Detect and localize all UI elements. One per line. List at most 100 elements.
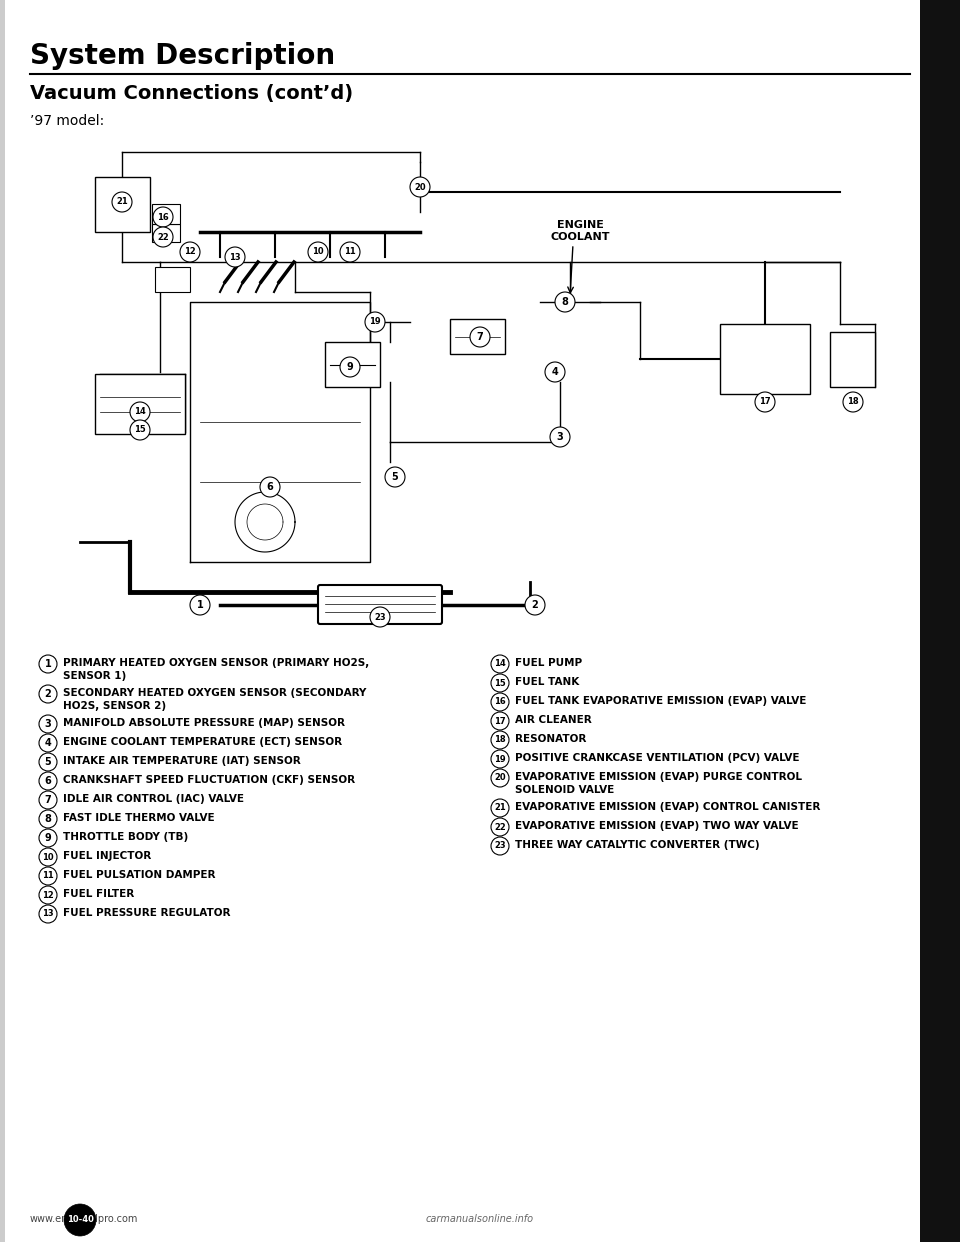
Text: 6: 6 xyxy=(267,482,274,492)
Text: FUEL INJECTOR: FUEL INJECTOR xyxy=(63,851,152,861)
Text: EVAPORATIVE EMISSION (EVAP) TWO WAY VALVE: EVAPORATIVE EMISSION (EVAP) TWO WAY VALV… xyxy=(515,821,799,831)
Text: ’97 model:: ’97 model: xyxy=(30,114,105,128)
Text: 10: 10 xyxy=(312,247,324,257)
Text: 21: 21 xyxy=(116,197,128,206)
Text: 4: 4 xyxy=(44,738,52,748)
FancyBboxPatch shape xyxy=(95,374,185,433)
FancyBboxPatch shape xyxy=(325,342,380,388)
Text: INTAKE AIR TEMPERATURE (IAT) SENSOR: INTAKE AIR TEMPERATURE (IAT) SENSOR xyxy=(63,756,300,766)
Text: 15: 15 xyxy=(494,678,506,688)
Text: 1: 1 xyxy=(197,600,204,610)
Circle shape xyxy=(370,607,390,627)
FancyBboxPatch shape xyxy=(95,178,150,232)
Text: THREE WAY CATALYTIC CONVERTER (TWC): THREE WAY CATALYTIC CONVERTER (TWC) xyxy=(515,840,759,850)
Circle shape xyxy=(39,905,57,923)
Text: THROTTLE BODY (TB): THROTTLE BODY (TB) xyxy=(63,832,188,842)
Text: RESONATOR: RESONATOR xyxy=(515,734,587,744)
Circle shape xyxy=(39,686,57,703)
Circle shape xyxy=(130,420,150,440)
Text: AIR CLEANER: AIR CLEANER xyxy=(515,715,591,725)
Text: SENSOR 1): SENSOR 1) xyxy=(63,671,127,681)
FancyBboxPatch shape xyxy=(0,0,5,1242)
Circle shape xyxy=(39,867,57,886)
Text: 5: 5 xyxy=(44,758,52,768)
Text: 10: 10 xyxy=(42,852,54,862)
Circle shape xyxy=(180,242,200,262)
FancyBboxPatch shape xyxy=(450,319,505,354)
FancyBboxPatch shape xyxy=(155,267,190,292)
Circle shape xyxy=(308,242,328,262)
Circle shape xyxy=(491,732,509,749)
Circle shape xyxy=(39,753,57,771)
FancyBboxPatch shape xyxy=(152,204,180,224)
Circle shape xyxy=(491,837,509,854)
Text: 18: 18 xyxy=(494,735,506,744)
Text: 8: 8 xyxy=(44,814,52,823)
Text: CRANKSHAFT SPEED FLUCTUATION (CKF) SENSOR: CRANKSHAFT SPEED FLUCTUATION (CKF) SENSO… xyxy=(63,775,355,785)
Text: 22: 22 xyxy=(494,822,506,831)
Text: 6: 6 xyxy=(44,776,52,786)
Circle shape xyxy=(525,595,545,615)
FancyBboxPatch shape xyxy=(830,332,875,388)
Circle shape xyxy=(130,402,150,422)
Text: 2: 2 xyxy=(44,689,52,699)
Text: 11: 11 xyxy=(42,872,54,881)
Text: IDLE AIR CONTROL (IAC) VALVE: IDLE AIR CONTROL (IAC) VALVE xyxy=(63,794,244,804)
Circle shape xyxy=(39,655,57,673)
Circle shape xyxy=(385,467,405,487)
Circle shape xyxy=(491,674,509,692)
Text: System Description: System Description xyxy=(30,42,335,70)
Circle shape xyxy=(39,715,57,733)
FancyBboxPatch shape xyxy=(318,585,442,623)
Text: HO2S, SENSOR 2): HO2S, SENSOR 2) xyxy=(63,700,166,710)
Text: 19: 19 xyxy=(494,754,506,764)
Circle shape xyxy=(491,750,509,768)
Circle shape xyxy=(491,769,509,787)
Text: Vacuum Connections (cont’d): Vacuum Connections (cont’d) xyxy=(30,84,353,103)
Text: 13: 13 xyxy=(42,909,54,919)
Circle shape xyxy=(39,828,57,847)
Circle shape xyxy=(39,791,57,809)
Circle shape xyxy=(39,773,57,790)
Text: 18: 18 xyxy=(847,397,859,406)
Text: 12: 12 xyxy=(184,247,196,257)
Circle shape xyxy=(39,886,57,904)
Circle shape xyxy=(112,193,132,212)
Text: 9: 9 xyxy=(44,833,52,843)
Text: 9: 9 xyxy=(347,361,353,373)
Text: FUEL PUMP: FUEL PUMP xyxy=(515,658,582,668)
Text: 7: 7 xyxy=(44,795,52,805)
Text: MANIFOLD ABSOLUTE PRESSURE (MAP) SENSOR: MANIFOLD ABSOLUTE PRESSURE (MAP) SENSOR xyxy=(63,718,345,728)
Text: www.emanualpro.com: www.emanualpro.com xyxy=(30,1213,138,1225)
Circle shape xyxy=(39,848,57,866)
Text: FUEL TANK: FUEL TANK xyxy=(515,677,579,687)
Text: 17: 17 xyxy=(494,717,506,725)
Circle shape xyxy=(491,818,509,836)
Circle shape xyxy=(491,693,509,710)
Text: FUEL PRESSURE REGULATOR: FUEL PRESSURE REGULATOR xyxy=(63,908,230,918)
Circle shape xyxy=(843,392,863,412)
Text: 21: 21 xyxy=(494,804,506,812)
Text: 13: 13 xyxy=(229,252,241,262)
Text: 4: 4 xyxy=(552,366,559,378)
Text: FUEL TANK EVAPORATIVE EMISSION (EVAP) VALVE: FUEL TANK EVAPORATIVE EMISSION (EVAP) VA… xyxy=(515,696,806,705)
Text: 23: 23 xyxy=(374,612,386,621)
Text: 1: 1 xyxy=(44,660,52,669)
Text: 20: 20 xyxy=(414,183,426,191)
Text: ENGINE COOLANT TEMPERATURE (ECT) SENSOR: ENGINE COOLANT TEMPERATURE (ECT) SENSOR xyxy=(63,737,342,746)
Circle shape xyxy=(491,799,509,817)
Text: 2: 2 xyxy=(532,600,539,610)
Text: 14: 14 xyxy=(134,407,146,416)
Text: 11: 11 xyxy=(344,247,356,257)
Text: EVAPORATIVE EMISSION (EVAP) CONTROL CANISTER: EVAPORATIVE EMISSION (EVAP) CONTROL CANI… xyxy=(515,802,821,812)
Text: 15: 15 xyxy=(134,426,146,435)
Text: 8: 8 xyxy=(562,297,568,307)
Text: 23: 23 xyxy=(494,842,506,851)
Circle shape xyxy=(410,178,430,197)
Text: carmanualsonline.info: carmanualsonline.info xyxy=(426,1213,534,1225)
Circle shape xyxy=(365,312,385,332)
Circle shape xyxy=(470,327,490,347)
Text: 3: 3 xyxy=(557,432,564,442)
Text: 22: 22 xyxy=(157,232,169,241)
Text: FAST IDLE THERMO VALVE: FAST IDLE THERMO VALVE xyxy=(63,814,215,823)
